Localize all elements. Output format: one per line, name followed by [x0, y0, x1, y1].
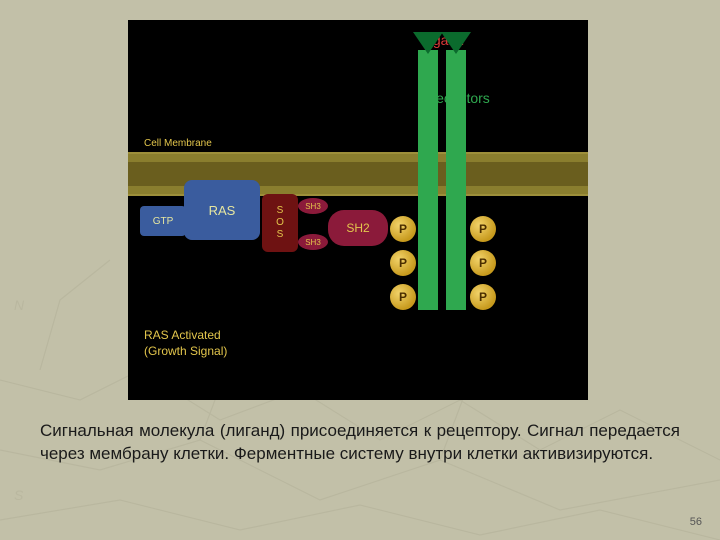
sh3-top: SH3 — [298, 198, 328, 214]
ras-box: RAS — [184, 180, 260, 240]
page-number: 56 — [690, 516, 702, 528]
p-circle: P — [390, 284, 416, 310]
signal-diagram: Ligand Receptors Cell Membrane GTP RAS S… — [128, 20, 588, 400]
ras-activated-label: RAS Activated (Growth Signal) — [144, 328, 227, 359]
receptor-left — [418, 50, 438, 310]
receptor-right — [446, 50, 466, 310]
cell-membrane-label: Cell Membrane — [144, 138, 212, 149]
p-circle: P — [390, 216, 416, 242]
ras-activated-line1: RAS Activated — [144, 328, 227, 344]
p-circle: P — [470, 284, 496, 310]
p-circle: P — [470, 250, 496, 276]
svg-text:N: N — [14, 297, 25, 313]
ras-activated-line2: (Growth Signal) — [144, 344, 227, 360]
sh2-box: SH2 — [328, 210, 388, 246]
sos-letter-s1: S — [277, 205, 284, 217]
p-circle: P — [390, 250, 416, 276]
caption-text: Сигнальная молекула (лиганд) присоединяе… — [40, 420, 680, 466]
gtp-box: GTP — [140, 206, 186, 236]
sos-box: S O S — [262, 194, 298, 252]
sh3-bottom: SH3 — [298, 234, 328, 250]
sos-letter-s2: S — [277, 229, 284, 241]
sos-letter-o: O — [276, 217, 284, 229]
p-circle: P — [470, 216, 496, 242]
svg-text:S: S — [14, 487, 24, 503]
